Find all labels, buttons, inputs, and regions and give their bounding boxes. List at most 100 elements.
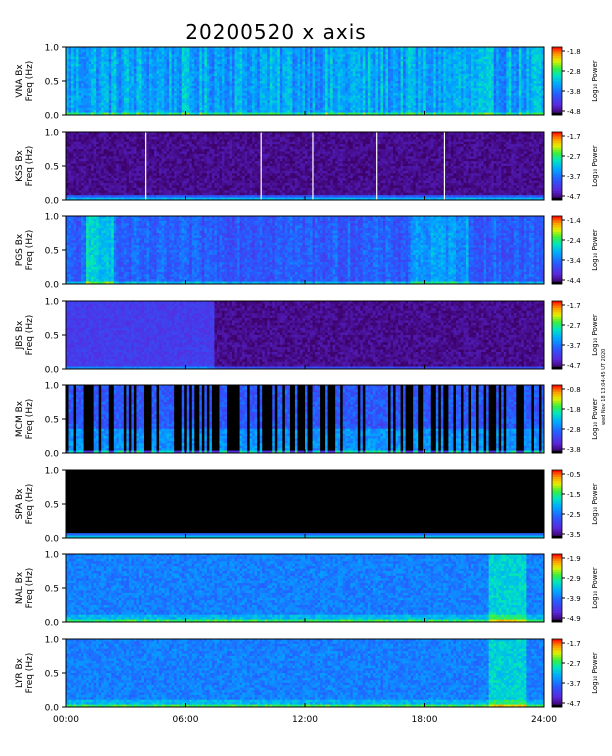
heatmap-cell [84, 52, 87, 55]
heatmap-cell [152, 52, 155, 55]
heatmap-cell [144, 49, 147, 52]
heatmap-cell [104, 71, 107, 74]
heatmap-cell [111, 52, 114, 55]
heatmap-cell [81, 71, 84, 74]
heatmap-cell [131, 54, 134, 57]
heatmap-cell [109, 105, 112, 108]
heatmap-cell [74, 52, 77, 55]
heatmap-cell [91, 69, 94, 72]
heatmap-cell [69, 88, 72, 91]
heatmap-cell [134, 64, 137, 67]
heatmap-cell [134, 93, 137, 96]
heatmap-cell [89, 71, 92, 74]
heatmap-cell [71, 76, 74, 79]
heatmap-cell [111, 98, 114, 101]
heatmap-cell [84, 74, 87, 77]
heatmap-cell [91, 79, 94, 82]
heatmap-cell [71, 71, 74, 74]
heatmap-cell [152, 79, 155, 82]
heatmap-cell [116, 49, 119, 52]
heatmap-cell [157, 64, 160, 67]
heatmap-cell [126, 66, 129, 69]
heatmap-cell [94, 76, 97, 79]
heatmap-cell [71, 100, 74, 103]
heatmap-cell [121, 88, 124, 91]
heatmap-cell [94, 105, 97, 108]
heatmap-cell [91, 71, 94, 74]
heatmap-cell [76, 52, 79, 55]
heatmap-cell [101, 96, 104, 99]
heatmap-cell [76, 54, 79, 57]
heatmap-cell [136, 66, 139, 69]
heatmap-cell [134, 81, 137, 84]
heatmap-cell [111, 108, 114, 111]
heatmap-cell [74, 54, 77, 57]
heatmap-cell [96, 49, 99, 52]
heatmap-cell [106, 69, 109, 72]
heatmap-cell [152, 76, 155, 79]
heatmap-cell [91, 74, 94, 77]
heatmap-cell [157, 105, 160, 108]
heatmap-cell [141, 108, 144, 111]
heatmap-cell [149, 110, 152, 113]
heatmap-cell [89, 62, 92, 65]
heatmap-cell [86, 86, 89, 89]
heatmap-cell [139, 88, 142, 91]
heatmap-cell [79, 74, 82, 77]
heatmap-cell [81, 62, 84, 65]
heatmap-cell [89, 59, 92, 62]
heatmap-cell [79, 110, 82, 113]
heatmap-cell [81, 108, 84, 111]
heatmap-cell [69, 76, 72, 79]
heatmap-cell [159, 66, 162, 69]
heatmap-cell [91, 96, 94, 99]
heatmap-cell [154, 57, 157, 60]
heatmap-cell [159, 49, 162, 52]
heatmap-cell [144, 83, 147, 86]
heatmap-cell [76, 108, 79, 111]
heatmap-cell [139, 52, 142, 55]
heatmap-cell [139, 79, 142, 82]
heatmap-cell [79, 66, 82, 69]
heatmap-cell [74, 79, 77, 82]
heatmap-cell [159, 100, 162, 103]
heatmap-cell [89, 88, 92, 91]
heatmap-cell [74, 88, 77, 91]
heatmap-cell [109, 96, 112, 99]
heatmap-cell [116, 62, 119, 65]
heatmap-cell [152, 59, 155, 62]
heatmap-cell [71, 88, 74, 91]
heatmap-cell [94, 98, 97, 101]
heatmap-cell [139, 81, 142, 84]
heatmap-cell [116, 93, 119, 96]
heatmap-cell [104, 108, 107, 111]
heatmap-cell [71, 91, 74, 94]
heatmap-cell [96, 83, 99, 86]
heatmap-cell [154, 64, 157, 67]
heatmap-cell [136, 100, 139, 103]
heatmap-cell [157, 96, 160, 99]
heatmap-cell [116, 103, 119, 106]
heatmap-cell [134, 69, 137, 72]
heatmap-cell [89, 69, 92, 72]
heatmap-cell [139, 57, 142, 60]
heatmap-cell [79, 91, 82, 94]
heatmap-cell [149, 83, 152, 86]
heatmap-cell [119, 88, 122, 91]
heatmap-cell [94, 74, 97, 77]
heatmap-cell [74, 71, 77, 74]
heatmap-cell [144, 100, 147, 103]
heatmap-cell [147, 91, 150, 94]
heatmap-cell [141, 54, 144, 57]
heatmap-cell [121, 62, 124, 65]
heatmap-cell [111, 81, 114, 84]
heatmap-cell [121, 96, 124, 99]
heatmap-cell [71, 103, 74, 106]
heatmap-cell [121, 98, 124, 101]
heatmap-cell [79, 81, 82, 84]
heatmap-cell [119, 83, 122, 86]
heatmap-cell [94, 54, 97, 57]
heatmap-cell [152, 108, 155, 111]
heatmap-cell [104, 88, 107, 91]
heatmap-cell [84, 96, 87, 99]
